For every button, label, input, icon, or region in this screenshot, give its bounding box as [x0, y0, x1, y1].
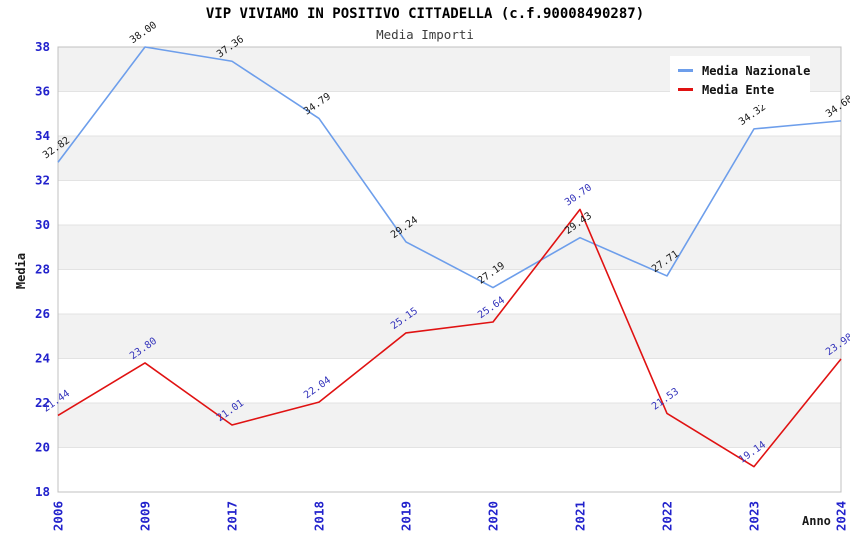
point-value-label: 34.32: [737, 102, 768, 128]
y-tick-label: 20: [35, 440, 50, 455]
y-tick-label: 28: [35, 262, 50, 277]
x-tick-label: 2019: [399, 501, 414, 531]
grid-band: [58, 403, 841, 448]
chart-title: VIP VIVIAMO IN POSITIVO CITTADELLA (c.f.…: [205, 6, 645, 22]
point-value-label: 22.04: [302, 375, 333, 401]
legend-item: Media Ente: [678, 80, 802, 99]
x-tick-label: 2021: [573, 501, 588, 531]
x-tick-label: 2006: [51, 501, 66, 531]
y-tick-label: 18: [35, 484, 50, 499]
point-value-label: 34.68: [824, 94, 850, 120]
legend-label: Media Nazionale: [702, 63, 811, 78]
legend-label: Media Ente: [702, 82, 775, 97]
x-tick-label: 2009: [138, 501, 153, 531]
legend: Media Nazionale Media Ente: [670, 56, 810, 105]
legend-item: Media Nazionale: [678, 61, 810, 80]
x-tick-label: 2022: [660, 501, 675, 531]
legend-line-swatch: [678, 69, 693, 72]
point-value-label: 34.79: [302, 91, 333, 117]
y-tick-label: 36: [35, 84, 50, 99]
y-axis-title: Media: [14, 252, 28, 290]
x-tick-label: 2020: [486, 501, 501, 531]
y-tick-label: 24: [35, 351, 50, 366]
y-tick-label: 30: [35, 217, 50, 232]
chart-subtitle: Media Importi: [376, 27, 474, 42]
y-tick-label: 22: [35, 395, 50, 410]
y-tick-label: 32: [35, 173, 50, 188]
x-tick-label: 2024: [834, 501, 849, 531]
y-tick-label: 34: [35, 128, 50, 143]
x-tick-label: 2018: [312, 501, 327, 531]
series-line-media-nazionale: [57, 46, 842, 289]
y-tick-label: 38: [35, 39, 50, 54]
grid-band: [58, 136, 841, 181]
x-axis-title: Anno: [802, 514, 831, 528]
x-tick-label: 2017: [225, 501, 240, 531]
plot-border: [57, 46, 842, 493]
series-line-media-ente: [57, 208, 842, 468]
point-value-label: 30.70: [563, 182, 594, 208]
x-tick-label: 2023: [747, 501, 762, 531]
grid-band: [58, 314, 841, 359]
point-value-label: 38.00: [128, 20, 159, 46]
y-tick-label: 26: [35, 306, 50, 321]
grid-band: [58, 225, 841, 270]
legend-line-swatch: [678, 88, 693, 91]
